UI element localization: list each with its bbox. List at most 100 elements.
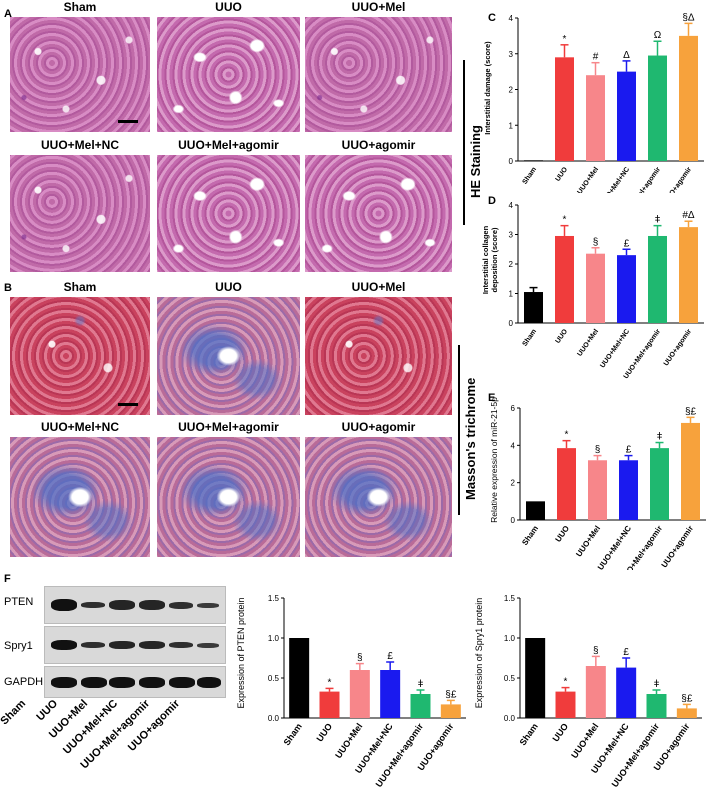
significance-marker: § [593,237,599,248]
category-label: Sham [282,721,304,747]
bar [380,670,401,718]
category-label: Sham [520,524,540,547]
bar [410,694,431,718]
bar [676,708,697,718]
bar [617,71,636,161]
bar [585,666,606,718]
significance-marker: Δ [623,50,630,61]
significance-marker: § [357,653,363,664]
significance-marker: § [595,445,601,456]
category-label: UUO+Mel [569,721,600,760]
y-axis-label: Expression of PTEN protein [236,597,246,708]
mt-image-uuo [157,297,300,415]
he-title-uuo: UUO [215,0,242,14]
he-image-uuo-mel [305,17,452,132]
y-axis-label: deposition (score) [490,227,499,293]
blot-label-spry1: Spry1 [4,640,33,652]
bar [648,55,667,161]
mt-title-uuo: UUO [215,280,242,294]
scale-bar-a [118,120,138,123]
panel-label-e: E [488,392,496,404]
blot-lane-label: UUO+Mel+NC [61,698,120,757]
mt-title-uuo-mel-nc: UUO+Mel+NC [40,420,120,434]
y-tick-label: 3 [509,50,514,59]
category-label: UUO+Mel+NC [599,166,631,193]
significance-marker: ǂ [418,679,424,690]
bar [440,704,461,718]
mt-title-sham: Sham [63,280,97,294]
significance-marker: * [563,215,567,226]
y-tick-label: 0.0 [504,714,516,723]
y-tick-label: 6 [511,404,516,413]
blot-label-pten: PTEN [4,596,34,608]
significance-marker: # [593,52,599,63]
bar [524,292,543,323]
panel-label-c: C [488,12,496,24]
bar [319,691,340,718]
category-label: Sham [518,721,540,747]
blot-lane-labels: Sham UUOUUO+MelUUO+Mel+NCUUO+Mel+agomirUU… [0,697,183,771]
bar [525,638,546,718]
category-label: UUO+Mel [576,328,600,358]
mt-image-uuo-mel-agomir [157,437,300,557]
significance-marker: £ [624,238,630,249]
significance-marker: ǂ [655,215,661,226]
category-label: UUO [550,721,570,743]
he-image-uuo-mel-agomir [157,155,300,272]
y-tick-label: 0.0 [268,714,280,723]
y-tick-label: 1 [509,121,514,130]
chart-f-pten: 0.0 0.5 1.0 1.5 Expression of PTEN protein Sh… [236,594,466,789]
panel-label-b: B [4,282,12,294]
blot-lane-label: UUO [34,697,60,723]
he-image-uuo [157,17,300,132]
category-label: UUO [554,328,569,345]
significance-marker: * [565,430,569,441]
he-title-sham: Sham [63,0,97,14]
significance-marker: £ [387,651,393,662]
bar [588,460,607,520]
y-tick-label: 0 [511,516,516,525]
panel-label-a: A [4,8,12,20]
significance-marker: §£ [685,406,697,417]
he-image-uuo-mel-nc [10,155,150,272]
significance-marker: * [564,677,568,688]
significance-marker: #Δ [682,210,695,221]
category-label: Sham [521,328,538,348]
he-title-uuo-mel-agomir: UUO+Mel+agomir [178,138,279,152]
blot-strip-gapdh [44,666,226,698]
y-tick-label: 0.5 [268,674,280,683]
y-axis-label: Relative expression of miR-21-5p [489,397,499,523]
bar [650,448,669,520]
bar [586,75,605,161]
bar [524,160,543,161]
bar [555,57,574,162]
y-tick-label: 2 [509,260,514,269]
y-tick-label: 1.5 [268,594,280,603]
blot-strip-pten [44,586,226,624]
significance-marker: £ [626,445,632,456]
blot-lane-label: Sham [0,697,28,727]
y-axis-label: Interstitial damage (score) [483,41,492,135]
scale-bar-b [118,403,138,406]
category-label: UUO+Mel [576,166,600,193]
category-label: UUO+agomir [663,328,694,367]
bar [349,670,370,718]
significance-marker: §£ [445,689,457,700]
y-tick-label: 2 [511,479,516,488]
bar [289,638,310,718]
y-tick-label: 4 [511,441,516,450]
significance-marker: ǂ [654,679,660,690]
category-label: UUO+Mel+NC [596,524,633,570]
significance-marker: ǂ [657,432,663,443]
y-tick-label: 0 [509,157,514,166]
bar [679,227,698,323]
category-label: UUO [554,524,572,544]
category-label: UUO+agomir [660,524,696,569]
mt-side-bar [458,345,460,515]
significance-marker: §£ [681,693,693,704]
significance-marker: * [563,34,567,45]
significance-marker: Ω [654,30,662,41]
chart-c: 0 1 2 3 4 Interstitial damage (score) Sham * UUO… [483,12,704,193]
mt-image-uuo-mel [305,297,452,415]
y-tick-label: 1.0 [268,634,280,643]
